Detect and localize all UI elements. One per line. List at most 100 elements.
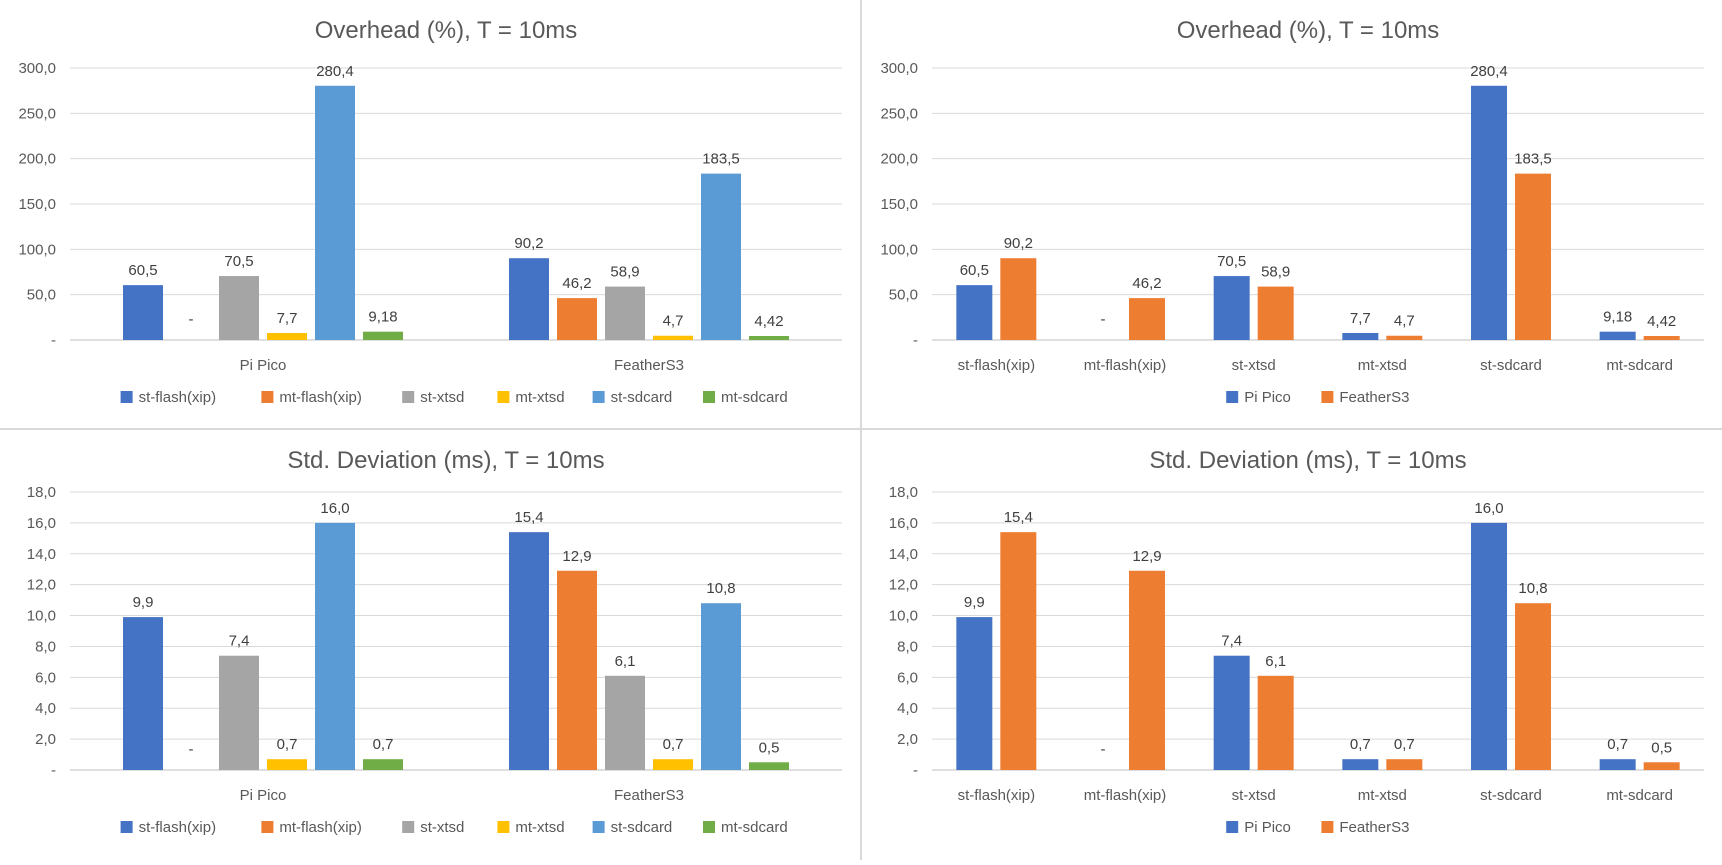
data-label: 4,7 <box>1394 313 1415 330</box>
x-tick-label: mt-xtsd <box>1358 357 1407 374</box>
data-label: 90,2 <box>1004 235 1033 252</box>
x-tick-label: st-xtsd <box>1232 787 1276 804</box>
y-tick-label: 6,0 <box>897 669 918 686</box>
data-label: 0,7 <box>1350 736 1371 753</box>
data-label: 46,2 <box>1132 275 1161 292</box>
legend-swatch <box>1321 391 1334 403</box>
y-tick-label: 16,0 <box>27 515 56 532</box>
y-tick-label: 250,0 <box>880 105 918 122</box>
data-label: 0,7 <box>1607 736 1628 753</box>
stddev-by-mode-svg: Std. Deviation (ms), T = 10ms - 2,0 4,0 6,0 8… <box>889 447 1704 836</box>
data-label: 7,4 <box>1221 633 1242 650</box>
y-tick-label: 14,0 <box>27 546 56 563</box>
data-label: 0,7 <box>373 736 394 753</box>
bar <box>1213 655 1250 770</box>
data-label: 46,2 <box>562 275 591 292</box>
bar <box>1471 522 1507 770</box>
overhead-by-mode-chart: Overhead (%), T = 10ms - 50,0 100,0 150,0 200… <box>862 0 1722 428</box>
x-tick-label: mt-xtsd <box>1358 787 1407 804</box>
bar <box>956 285 993 340</box>
legend-label: st-flash(xip) <box>139 389 217 406</box>
bar <box>363 331 403 340</box>
legend-swatch <box>703 821 715 833</box>
legend-label: st-flash(xip) <box>139 819 217 836</box>
bar <box>315 522 355 770</box>
x-tick-label: mt-flash(xip) <box>1084 787 1167 804</box>
bar <box>1129 298 1165 340</box>
y-tick-label: 50,0 <box>27 287 56 304</box>
legend-label: mt-xtsd <box>515 819 564 836</box>
legend-swatch <box>1226 821 1239 833</box>
stddev-by-device-chart: Std. Deviation (ms), T = 10ms - 2,0 4,0 6,0 8… <box>0 430 860 860</box>
y-tick-label: 12,0 <box>889 577 918 594</box>
legend-label: st-xtsd <box>420 389 464 406</box>
y-tick-label: 2,0 <box>35 731 56 748</box>
overhead-by-mode-svg: Overhead (%), T = 10ms - 50,0 100,0 150,0 200… <box>880 17 1704 406</box>
x-tick-label: FeatherS3 <box>614 787 684 804</box>
y-tick-label: - <box>913 332 918 349</box>
overhead-by-device-chart: Overhead (%), T = 10ms - 50,0 100,0 150,0 200… <box>0 0 860 428</box>
y-tick-label: 300,0 <box>880 60 918 77</box>
data-label: 9,18 <box>368 309 397 326</box>
legend-swatch <box>261 391 274 403</box>
y-tick-label: 8,0 <box>897 638 918 655</box>
x-tick-label: FeatherS3 <box>614 357 684 374</box>
data-label: 9,9 <box>964 594 985 611</box>
data-label: 12,9 <box>562 548 591 565</box>
y-tick-label: 2,0 <box>897 731 918 748</box>
legend-swatch <box>120 391 133 403</box>
bar <box>605 286 645 340</box>
y-tick-label: - <box>51 332 56 349</box>
x-tick-label: mt-sdcard <box>1606 357 1673 374</box>
y-tick-label: 100,0 <box>880 241 918 258</box>
bar <box>1000 258 1037 340</box>
y-tick-label: - <box>51 762 56 779</box>
chart-title: Std. Deviation (ms), T = 10ms <box>287 447 604 474</box>
y-tick-label: 18,0 <box>889 484 918 501</box>
bar <box>219 655 259 770</box>
x-tick-label: Pi Pico <box>240 787 287 804</box>
data-label: 70,5 <box>1217 253 1246 270</box>
legend-label: mt-sdcard <box>721 389 788 406</box>
bar <box>956 617 993 770</box>
data-label: 0,7 <box>277 736 298 753</box>
data-label: - <box>1101 741 1106 758</box>
data-label: 183,5 <box>1514 151 1552 168</box>
bar <box>1129 570 1165 770</box>
y-tick-label: 10,0 <box>889 608 918 625</box>
y-tick-label: 8,0 <box>35 638 56 655</box>
data-label: 7,7 <box>277 310 298 327</box>
bar <box>557 298 597 340</box>
bar <box>123 285 163 340</box>
bar <box>1515 603 1551 770</box>
legend-swatch <box>402 391 415 403</box>
legend-swatch <box>1226 391 1239 403</box>
legend-label: mt-xtsd <box>515 389 564 406</box>
bar <box>1599 759 1636 770</box>
y-tick-label: 18,0 <box>27 484 56 501</box>
y-tick-label: 100,0 <box>18 241 56 258</box>
x-tick-label: st-sdcard <box>1480 787 1542 804</box>
data-label: 4,42 <box>1647 313 1676 330</box>
y-tick-label: 150,0 <box>880 196 918 213</box>
bar <box>1213 276 1250 340</box>
data-label: 58,9 <box>610 264 639 281</box>
data-label: 0,5 <box>1651 739 1672 756</box>
bar <box>1342 333 1379 340</box>
chart-title: Std. Deviation (ms), T = 10ms <box>1149 447 1466 474</box>
bar <box>749 335 789 340</box>
bar <box>605 675 645 770</box>
bar <box>267 759 307 770</box>
data-label: 60,5 <box>960 262 989 279</box>
bar <box>123 617 163 770</box>
legend-label: Pi Pico <box>1244 819 1291 836</box>
bar <box>1257 675 1294 770</box>
bar <box>653 335 693 340</box>
bar <box>1257 286 1294 340</box>
chart-title: Overhead (%), T = 10ms <box>1177 17 1440 44</box>
legend-swatch <box>497 391 510 403</box>
data-label: 58,9 <box>1261 264 1290 281</box>
bar <box>1643 335 1680 340</box>
data-label: 16,0 <box>320 500 349 517</box>
